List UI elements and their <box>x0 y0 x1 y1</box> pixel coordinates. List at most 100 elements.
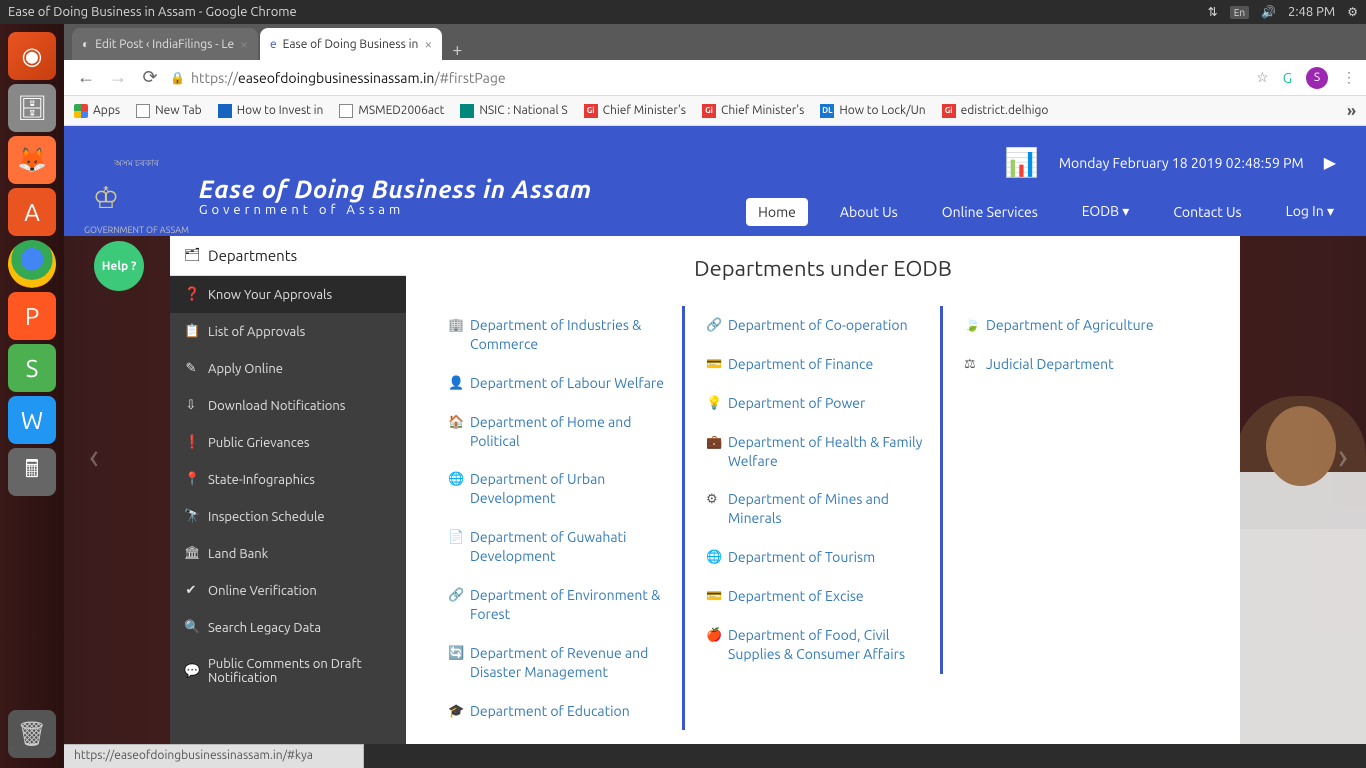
bookmark-cm1[interactable]: GiChief Minister's <box>584 104 686 118</box>
bookmark-nsic[interactable]: NSIC : National S <box>460 104 567 118</box>
url-input[interactable]: 🔒 https://easeofdoingbusinessinassam.in/… <box>170 70 1248 86</box>
check-icon: ✔ <box>184 583 198 598</box>
bookmark-newtab[interactable]: New Tab <box>136 104 202 118</box>
dept-link[interactable]: Department of Power <box>728 394 865 413</box>
sidebar-item-kya[interactable]: ❓Know Your Approvals <box>170 276 406 313</box>
download-icon: ⇩ <box>184 398 198 413</box>
dept-link[interactable]: Department of Finance <box>728 355 873 374</box>
sidebar-item-landbank[interactable]: 🏛Land Bank <box>170 535 406 572</box>
launcher-wps-presentation[interactable]: P <box>8 292 56 340</box>
graduation-icon: 🎓 <box>448 704 462 719</box>
edit-icon: ✎ <box>184 361 198 376</box>
bookmark-apps[interactable]: Apps <box>74 104 120 118</box>
launcher-files[interactable]: 🗄 <box>8 84 56 132</box>
help-button[interactable]: Help ? <box>94 241 144 291</box>
sidebar-item-infographics[interactable]: 📍State-Infographics <box>170 461 406 498</box>
youtube-icon[interactable]: ▶ <box>1324 153 1336 172</box>
sidebar-item-comments[interactable]: 💬Public Comments on Draft Notification <box>170 646 406 696</box>
dept-link[interactable]: Department of Food, Civil Supplies & Con… <box>728 626 940 664</box>
home-icon: 🏠 <box>448 415 462 430</box>
url-scheme: https:// <box>191 70 238 86</box>
sidebar-item-legacy[interactable]: 🔍Search Legacy Data <box>170 609 406 646</box>
site-icon: Gi <box>584 104 598 118</box>
dept-link[interactable]: Department of Environment & Forest <box>470 586 682 624</box>
dept-link[interactable]: Department of Agriculture <box>986 316 1154 335</box>
launcher-trash[interactable]: 🗑 <box>8 710 56 758</box>
dept-link[interactable]: Department of Education <box>470 702 630 721</box>
new-tab-button[interactable]: + <box>442 40 472 60</box>
back-button[interactable]: ← <box>74 67 98 88</box>
dept-link[interactable]: Department of Guwahati Development <box>470 528 682 566</box>
dept-link[interactable]: Judicial Department <box>986 355 1114 374</box>
leaf-icon: 🍃 <box>964 318 978 333</box>
nav-about[interactable]: About Us <box>828 198 910 226</box>
dept-link[interactable]: Department of Revenue and Disaster Manag… <box>470 644 682 682</box>
menu-icon[interactable]: ⋮ <box>1342 69 1356 86</box>
bookmark-lock[interactable]: DLHow to Lock/Un <box>820 104 925 118</box>
network-icon[interactable]: ⇅ <box>1208 5 1218 19</box>
apps-icon <box>74 104 88 118</box>
site-logo[interactable]: অসম চৰকাৰ ♔ GOVERNMENT OF ASSAM Ease of … <box>84 156 592 235</box>
sound-icon[interactable]: 🔊 <box>1261 5 1276 19</box>
launcher-firefox[interactable]: 🦊 <box>8 136 56 184</box>
stats-icon[interactable]: 📊 <box>1004 146 1039 179</box>
sidebar-header[interactable]: 🗂 Departments <box>170 236 406 276</box>
launcher-wps-spreadsheet[interactable]: S <box>8 344 56 392</box>
nav-login[interactable]: Log In ▾ <box>1274 197 1346 226</box>
bookmarks-overflow[interactable]: » <box>1347 102 1356 120</box>
reload-button[interactable]: ⟳ <box>138 67 162 88</box>
bookmarks-bar: Apps New Tab How to Invest in MSMED2006a… <box>64 96 1366 126</box>
dept-link[interactable]: Department of Co-operation <box>728 316 908 335</box>
doc-icon <box>136 104 150 118</box>
launcher-dash[interactable]: ◉ <box>8 32 56 80</box>
lang-indicator[interactable]: En <box>1230 6 1249 19</box>
nav-home[interactable]: Home <box>746 198 808 226</box>
search-icon: 🔍 <box>184 620 198 635</box>
dept-link[interactable]: Department of Mines and Minerals <box>728 490 940 528</box>
apple-icon: 🍎 <box>706 628 720 643</box>
profile-avatar[interactable]: S <box>1306 67 1328 89</box>
person-icon: 👤 <box>448 376 462 391</box>
dept-link[interactable]: Department of Health & Family Welfare <box>728 433 940 471</box>
dept-link[interactable]: Department of Tourism <box>728 548 875 567</box>
nav-online[interactable]: Online Services <box>930 198 1050 226</box>
dept-link[interactable]: Department of Home and Political <box>470 413 682 451</box>
nav-contact[interactable]: Contact Us <box>1161 198 1253 226</box>
tab-0[interactable]: ◐ Edit Post ‹ IndiaFilings - Le × <box>72 28 258 60</box>
sidebar-item-verification[interactable]: ✔Online Verification <box>170 572 406 609</box>
bank-icon: 🏛 <box>184 546 198 561</box>
close-icon[interactable]: × <box>240 36 248 52</box>
sidebar-item-approvals[interactable]: 📋List of Approvals <box>170 313 406 350</box>
dept-link[interactable]: Department of Excise <box>728 587 864 606</box>
dept-link[interactable]: Department of Urban Development <box>470 470 682 508</box>
bookmark-msmed[interactable]: MSMED2006act <box>339 104 444 118</box>
dept-link[interactable]: Department of Labour Welfare <box>470 374 664 393</box>
dept-link[interactable]: Department of Industries & Commerce <box>470 316 682 354</box>
ubuntu-launcher: ◉ 🗄 🦊 A P S W 🖩 🗑 <box>0 24 64 768</box>
tab-1[interactable]: e Ease of Doing Business in × <box>260 28 442 60</box>
sidebar-item-inspection[interactable]: 🔭Inspection Schedule <box>170 498 406 535</box>
launcher-wps-writer[interactable]: W <box>8 396 56 444</box>
carousel-prev[interactable]: ‹ <box>89 435 99 476</box>
emblem-text-top: অসম চৰকাৰ <box>84 156 189 171</box>
launcher-calculator[interactable]: 🖩 <box>8 448 56 496</box>
close-icon[interactable]: × <box>424 36 432 52</box>
grammarly-icon[interactable]: G <box>1283 70 1292 86</box>
carousel-next[interactable]: › <box>1338 435 1348 476</box>
launcher-chrome[interactable] <box>8 240 56 288</box>
launcher-software[interactable]: A <box>8 188 56 236</box>
sidebar-item-apply[interactable]: ✎Apply Online <box>170 350 406 387</box>
bookmark-cm2[interactable]: GiChief Minister's <box>702 104 804 118</box>
gavel-icon: ⚖ <box>964 357 978 372</box>
bookmark-invest[interactable]: How to Invest in <box>218 104 324 118</box>
site-icon: Gi <box>942 104 956 118</box>
clock[interactable]: 2:48 PM <box>1288 5 1335 19</box>
gear-icon[interactable]: ⚙ <box>1347 5 1358 19</box>
star-icon[interactable]: ☆ <box>1256 69 1269 86</box>
forward-button[interactable]: → <box>106 67 130 88</box>
emblem-text-bottom: GOVERNMENT OF ASSAM <box>84 225 189 235</box>
sidebar-item-grievances[interactable]: ❗Public Grievances <box>170 424 406 461</box>
sidebar-item-download[interactable]: ⇩Download Notifications <box>170 387 406 424</box>
bookmark-edistrict[interactable]: Giedistrict.delhigo <box>942 104 1049 118</box>
nav-eodb[interactable]: EODB ▾ <box>1070 197 1142 226</box>
